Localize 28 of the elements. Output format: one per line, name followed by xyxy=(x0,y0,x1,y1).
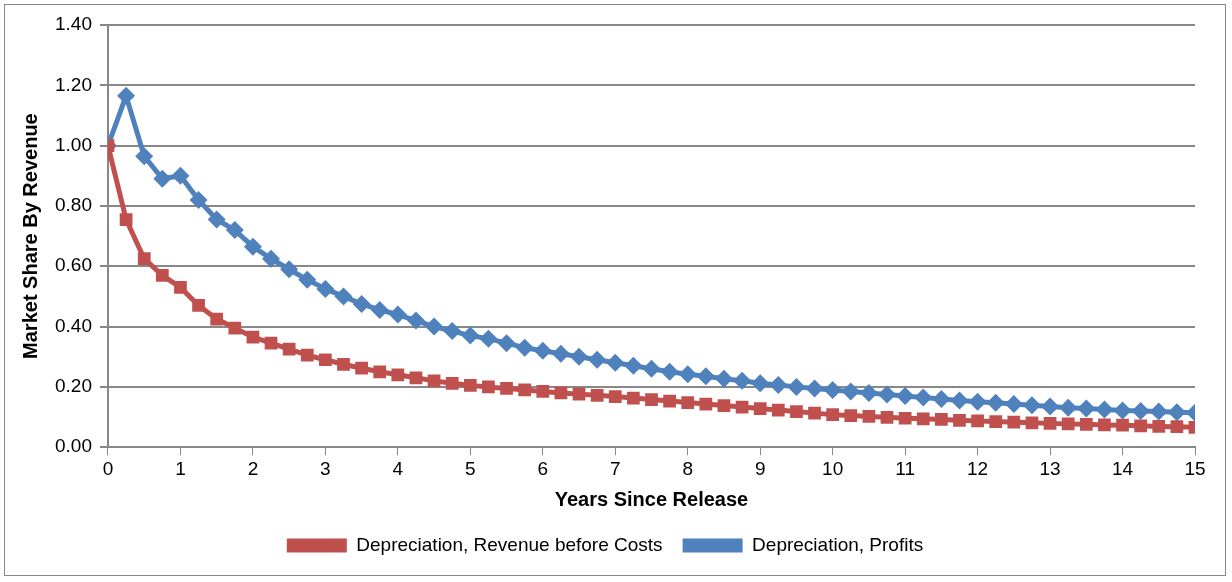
y-tick-label: 1.00 xyxy=(55,133,92,155)
x-tick-label: 10 xyxy=(822,457,844,479)
legend-label: Depreciation, Revenue before Costs xyxy=(356,533,663,555)
x-tick-label: 13 xyxy=(1039,457,1061,479)
x-tick-label: 8 xyxy=(682,457,694,479)
y-tick-label: 0.40 xyxy=(55,314,92,336)
y-tick-label: 0.80 xyxy=(55,194,92,216)
x-tick-label: 12 xyxy=(967,457,989,479)
x-tick-label: 14 xyxy=(1111,457,1134,479)
x-tick-label: 6 xyxy=(537,457,549,479)
y-axis-title: Market Share By Revenue xyxy=(18,113,41,359)
x-tick-label: 0 xyxy=(102,457,114,479)
x-tick-label: 9 xyxy=(754,457,766,479)
legend-label: Depreciation, Profits xyxy=(752,533,924,555)
y-tick-label: 0.00 xyxy=(55,435,92,457)
x-tick-label: 3 xyxy=(320,457,331,479)
x-tick-label: 7 xyxy=(609,457,621,479)
x-tick-label: 4 xyxy=(392,457,404,479)
y-tick-label: 1.20 xyxy=(55,73,92,95)
x-tick-label: 5 xyxy=(465,457,476,479)
y-tick-label: 1.40 xyxy=(55,13,92,35)
y-tick-label: 0.60 xyxy=(55,254,92,276)
x-axis-title: Years Since Release xyxy=(554,487,749,510)
y-tick-label: 0.20 xyxy=(55,375,92,397)
x-tick-label: 15 xyxy=(1184,457,1206,479)
x-tick-label: 2 xyxy=(247,457,259,479)
x-tick-label: 1 xyxy=(175,457,186,479)
x-tick-label: 11 xyxy=(895,457,915,479)
